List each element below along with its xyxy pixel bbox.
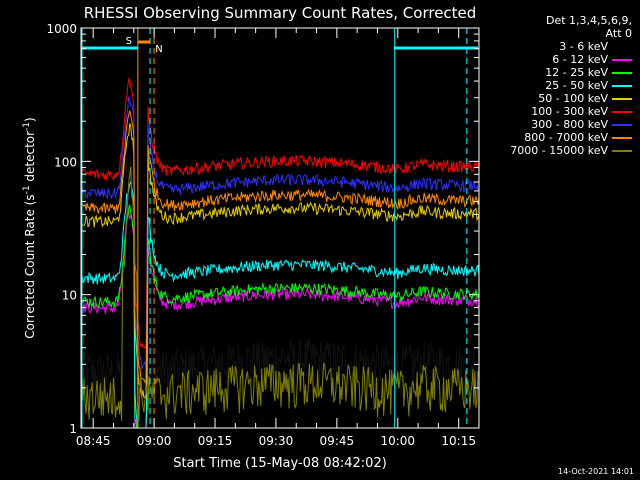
legend-entry: 3 - 6 keV (472, 40, 632, 53)
y-tick-label: 100 (54, 155, 77, 169)
marker-layer: SN (81, 28, 478, 428)
x-tick-label: 09:30 (259, 434, 294, 448)
legend-swatch (612, 110, 632, 113)
legend-header-2: Att 0 (605, 27, 632, 40)
legend-label: 12 - 25 keV (545, 66, 608, 79)
legend-entry: 12 - 25 keV (472, 66, 632, 79)
legend-entry: 50 - 100 keV (472, 92, 632, 105)
plot-frame (80, 27, 480, 429)
legend-swatch (612, 45, 632, 48)
chart-title: RHESSI Observing Summary Count Rates, Co… (84, 4, 477, 22)
legend-swatch (612, 123, 632, 126)
legend-header-1: Det 1,3,4,5,6,9, (545, 14, 632, 27)
series-line-5 (80, 77, 480, 350)
legend-label: 800 - 7000 keV (524, 131, 608, 144)
n-marker-label: N (155, 44, 162, 55)
legend-label: 3 - 6 keV (559, 40, 608, 53)
series-line-7 (80, 110, 480, 383)
y-axis-label-post: ) (23, 117, 37, 122)
y-axis-label-sup2: -1 (22, 122, 32, 131)
legend-label: 6 - 12 keV (552, 53, 608, 66)
legend-label: 100 - 300 keV (531, 105, 608, 118)
x-tick-label: 09:00 (137, 434, 172, 448)
y-axis-label-sup1: -1 (22, 185, 32, 194)
series-line-0 (80, 152, 480, 400)
legend-entry: 25 - 50 keV (472, 79, 632, 92)
series-line-6 (80, 96, 480, 370)
s-marker-label: S (126, 36, 132, 47)
axes: 1 10 100 1000 08:45 09:00 09:15 09:30 09:45 10:00… (46, 22, 480, 448)
y-axis-label: Corrected Count Rate (s-1 detector-1) (22, 117, 37, 338)
legend-swatch (612, 71, 632, 74)
legend-entry: 7000 - 15000 keV (472, 144, 632, 157)
x-tick-label: 09:15 (198, 434, 233, 448)
legend-entry: 100 - 300 keV (472, 105, 632, 118)
legend-label: 50 - 100 keV (538, 92, 608, 105)
y-tick-label: 10 (62, 289, 77, 303)
x-tick-label: 10:00 (380, 434, 415, 448)
legend-swatch (612, 58, 632, 61)
y-tick-label: 1 (69, 422, 77, 436)
y-axis-label-mid: detector (23, 131, 37, 186)
y-tick-label: 1000 (46, 22, 77, 36)
series-line-8 (80, 166, 480, 422)
legend-label: 300 - 800 keV (531, 118, 608, 131)
legend-swatch (612, 149, 632, 152)
timestamp: 14-Oct-2021 14:01 (558, 467, 634, 476)
legend-entry: 300 - 800 keV (472, 118, 632, 131)
x-axis-label: Start Time (15-May-08 08:42:02) (173, 456, 387, 471)
x-tick-label: 10:15 (441, 434, 476, 448)
legend-entry: 800 - 7000 keV (472, 131, 632, 144)
legend: Det 1,3,4,5,6,9, Att 0 3 - 6 keV 6 - 12 k… (472, 14, 632, 157)
legend-swatch (612, 97, 632, 100)
y-axis-label-pre: Corrected Count Rate (s (23, 194, 37, 338)
legend-swatch (612, 136, 632, 139)
legend-entry: 6 - 12 keV (472, 53, 632, 66)
legend-label: 7000 - 15000 keV (510, 144, 608, 157)
legend-swatch (612, 84, 632, 87)
legend-rows: 3 - 6 keV 6 - 12 keV 12 - 25 keV 25 - 50 ke… (472, 40, 632, 157)
legend-label: 25 - 50 keV (545, 79, 608, 92)
x-tick-label: 08:45 (76, 434, 111, 448)
series-layer (80, 77, 480, 429)
x-tick-label: 09:45 (320, 434, 355, 448)
